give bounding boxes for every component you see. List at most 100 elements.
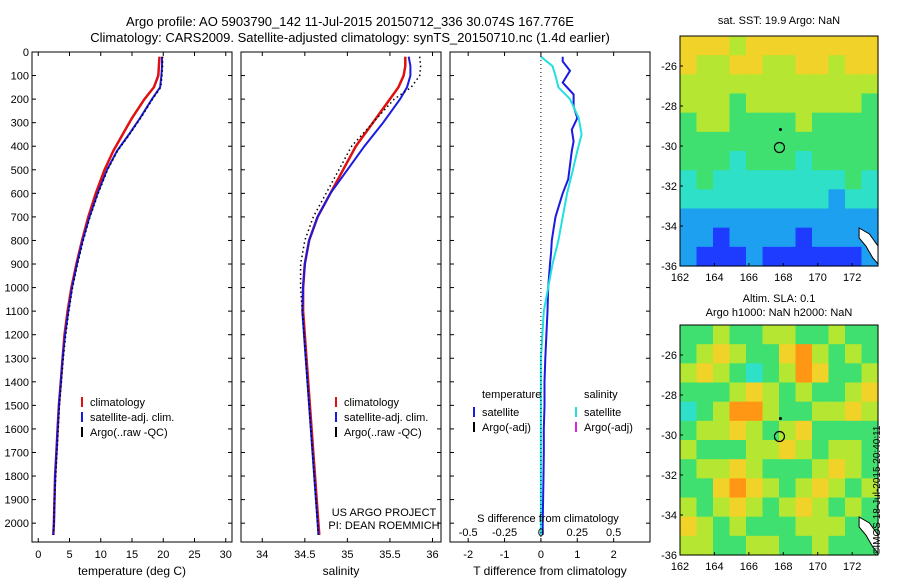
heatmap-cell (713, 227, 731, 248)
heatmap-cell (713, 189, 731, 210)
x-tick-label: 162 (671, 561, 689, 573)
heatmap-cell (795, 74, 813, 95)
heatmap-cell (762, 246, 780, 267)
heatmap-cell (795, 401, 813, 422)
x-tick-label: 34 (256, 549, 268, 561)
x-tick-label: 30 (220, 549, 232, 561)
heatmap-cell (812, 246, 830, 267)
heatmap-cell (812, 151, 830, 171)
heatmap-cell (795, 440, 813, 460)
heatmap-cell (779, 497, 797, 518)
heatmap-cell (680, 74, 698, 95)
heatmap-cell (729, 440, 747, 460)
heatmap-cell (713, 459, 731, 479)
heatmap-cell (713, 382, 731, 403)
y-tick-label: -28 (661, 390, 677, 402)
heatmap-cell (812, 535, 830, 556)
heatmap-cell (696, 246, 714, 267)
heatmap-cell (845, 151, 863, 171)
heatmap-cell (680, 363, 698, 384)
legend-entry: satellite-adj. clim. (90, 412, 174, 424)
heatmap-cell (729, 246, 747, 267)
heatmap-cell (696, 55, 714, 75)
heatmap-cell (680, 420, 698, 441)
heatmap-cell (680, 112, 698, 133)
heatmap-cell (762, 459, 780, 479)
heatmap-cell (812, 382, 830, 403)
salinity-panel: 34 34.5 35 35.5 36 salinity climatology satelli… (240, 51, 442, 578)
x-tick-label: -1 (500, 549, 510, 561)
y-tick-label: 900 (11, 259, 29, 271)
top-tick-label: 0.5 (606, 527, 621, 539)
x-tick-label: 0 (35, 549, 41, 561)
heatmap-cell (680, 401, 698, 422)
x-tick-label: 168 (774, 272, 792, 284)
x-tick-label: 162 (671, 272, 689, 284)
heatmap-cell (861, 74, 879, 95)
heatmap-cell (729, 420, 747, 441)
heatmap-cell (812, 516, 830, 537)
heatmap-cell (762, 363, 780, 384)
heatmap-cell (795, 208, 813, 229)
y-tick-label: 1800 (5, 471, 29, 483)
heatmap-cell (729, 497, 747, 518)
x-tick-label: 164 (705, 272, 723, 284)
heatmap-cell (680, 227, 698, 248)
heatmap-cell (812, 93, 830, 114)
heatmap-cell (746, 131, 764, 152)
heatmap-cell (845, 93, 863, 114)
x-tick-label: 0 (538, 549, 544, 561)
heatmap-cell (746, 227, 764, 248)
heatmap-cell (680, 535, 698, 556)
heatmap-cell (762, 131, 780, 152)
y-tick-label: -34 (661, 510, 677, 522)
heatmap-cell (845, 74, 863, 95)
heatmap-cell (713, 440, 731, 460)
figure-subtitle: Climatology: CARS2009. Satellite-adjuste… (90, 30, 610, 45)
heatmap-cell (861, 208, 879, 229)
heatmap-cell (680, 440, 698, 460)
heatmap-cell (713, 36, 731, 56)
map-subtitle: Argo h1000: NaN h2000: NaN (706, 307, 853, 319)
heatmap-cell (729, 401, 747, 422)
heatmap-cell (795, 382, 813, 403)
x-tick-label: 164 (705, 561, 723, 573)
heatmap-cell (779, 170, 797, 190)
heatmap-cell (696, 208, 714, 229)
heatmap-cell (696, 325, 714, 345)
heatmap-cell (779, 344, 797, 364)
heatmap-cell (828, 36, 846, 56)
heatmap-cell (713, 74, 731, 95)
heatmap-cell (680, 151, 698, 171)
heatmap-cell (861, 151, 879, 171)
heatmap-cell (729, 363, 747, 384)
heatmap-cell (680, 344, 698, 364)
x-tick-label: 34.5 (294, 549, 315, 561)
heatmap-cell (795, 189, 813, 210)
heatmap-cell (795, 36, 813, 56)
heatmap-cell (696, 459, 714, 479)
heatmap-cell (729, 112, 747, 133)
heatmap-cell (812, 478, 830, 499)
heatmap-cell (795, 246, 813, 267)
y-tick-label: 1000 (5, 283, 29, 295)
heatmap-cell (812, 363, 830, 384)
heatmap-cell (680, 36, 698, 56)
heatmap-cell (795, 93, 813, 114)
heatmap-cell (828, 93, 846, 114)
heatmap-cell (779, 401, 797, 422)
float-track-point (778, 416, 782, 420)
y-tick-label: -26 (661, 350, 677, 362)
heatmap-cell (762, 227, 780, 248)
heatmap-cell (828, 420, 846, 441)
heatmap-cell (713, 420, 731, 441)
heatmap-cell (762, 344, 780, 364)
heatmap-cell (729, 36, 747, 56)
y-tick-label: 1300 (5, 353, 29, 365)
heatmap-cell (713, 131, 731, 152)
y-tick-label: 1400 (5, 377, 29, 389)
heatmap-cell (762, 401, 780, 422)
y-tick-label: -34 (661, 221, 677, 233)
heatmap-cell (762, 420, 780, 441)
